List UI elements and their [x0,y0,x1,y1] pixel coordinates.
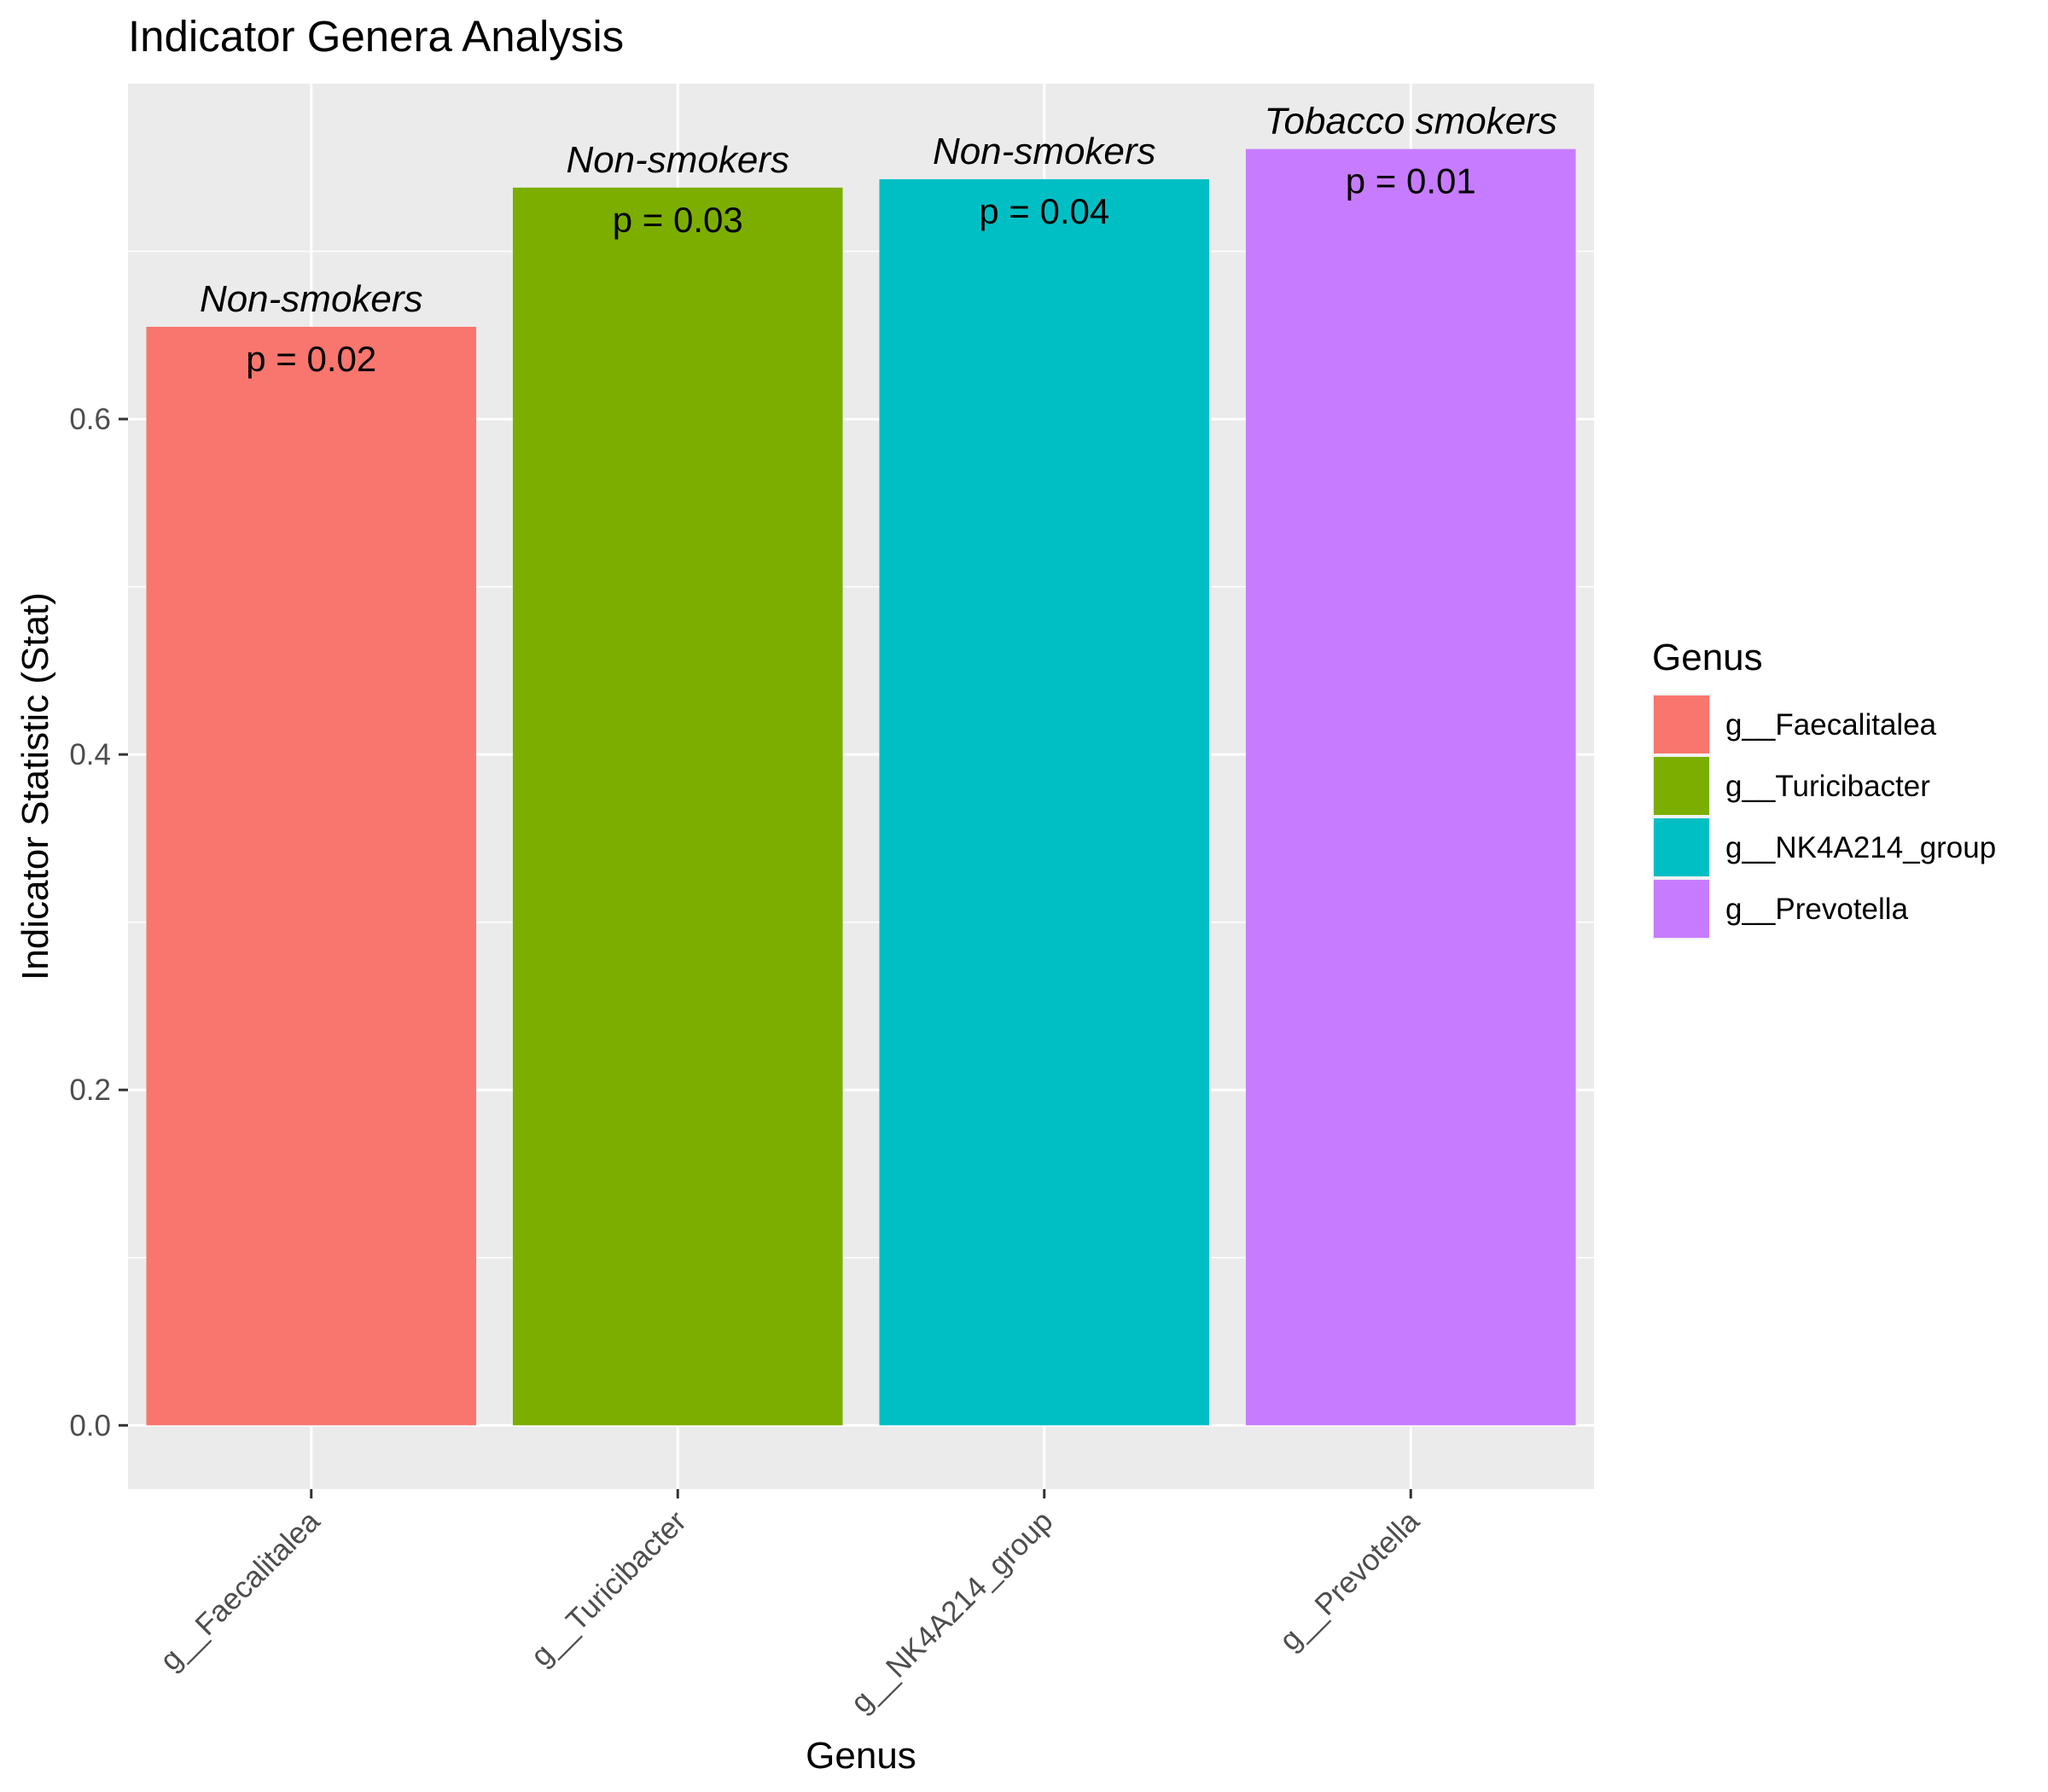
legend-label: g__Turicibacter [1725,770,1930,803]
y-axis-title: Indicator Statistic (Stat) [15,592,56,980]
bars [146,148,1576,1426]
legend: Genus g__Faecalitalea g__Turicibacter g__N… [1652,637,1996,940]
legend-label: g__NK4A214_group [1725,831,1996,864]
group-label: Tobacco smokers [1265,101,1557,143]
y-axis: 0.0 0.2 0.4 0.6 [69,403,128,1442]
legend-swatch [1654,880,1709,938]
legend-label: g__Faecalitalea [1725,708,1937,742]
bar-g-faecalitalea [146,326,477,1426]
legend-swatch [1654,695,1709,753]
y-tick-label: 0.6 [69,403,111,436]
group-label: Non-smokers [566,139,789,181]
x-tick-label: g__Prevotella [1273,1504,1426,1657]
group-label: Non-smokers [933,131,1156,172]
y-tick-label: 0.2 [69,1073,111,1107]
chart-title: Indicator Genera Analysis [128,12,624,61]
p-value-label: p = 0.02 [246,339,376,379]
bar-g-nk4a214-group [879,179,1210,1426]
y-tick-label: 0.0 [69,1409,111,1442]
bar-g-prevotella [1245,148,1576,1426]
legend-swatch [1654,757,1709,815]
bar-g-turicibacter [512,187,843,1426]
x-tick-label: g__Faecalitalea [154,1504,327,1678]
x-tick-label: g__Turicibacter [525,1504,693,1673]
legend-label: g__Prevotella [1725,893,1909,926]
x-tick-label: g__NK4A214_group [845,1504,1060,1719]
bar-annotations: Non-smokers p = 0.02 Non-smokers p = 0.03 No… [200,101,1557,379]
legend-title: Genus [1652,637,1763,678]
x-axis-title: Genus [806,1735,916,1777]
p-value-label: p = 0.03 [613,200,743,240]
y-tick-label: 0.4 [69,738,111,771]
group-label: Non-smokers [200,278,423,320]
x-axis: g__Faecalitalea g__Turicibacter g__NK4A214… [154,1489,1426,1719]
p-value-label: p = 0.01 [1346,161,1476,201]
legend-swatch [1654,818,1709,876]
p-value-label: p = 0.04 [979,191,1109,231]
